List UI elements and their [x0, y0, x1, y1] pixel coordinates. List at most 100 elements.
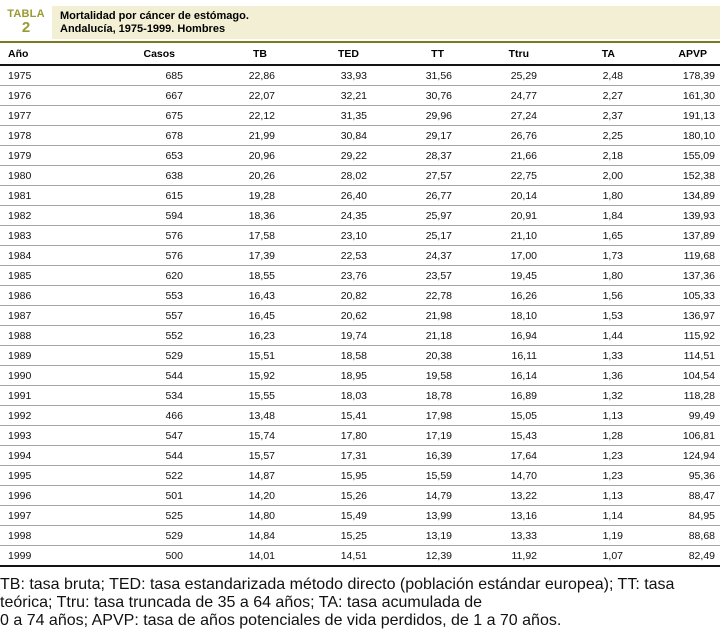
value-cell: 25,17 — [425, 229, 452, 242]
year-cell: 1990 — [8, 369, 32, 382]
value-cell: 137,36 — [682, 269, 715, 282]
value-cell: 23,76 — [340, 269, 367, 282]
value-cell: 27,57 — [425, 169, 452, 182]
year-cell: 1983 — [8, 229, 32, 242]
value-cell: 13,16 — [510, 509, 537, 522]
value-cell: 99,49 — [688, 409, 715, 422]
value-cell: 13,33 — [510, 529, 537, 542]
table-row: 1983 576 17,58 23,10 25,17 21,10 1,65 137,89 — [0, 226, 720, 246]
value-cell: 118,28 — [683, 389, 715, 402]
value-cell: 15,43 — [510, 429, 537, 442]
value-cell: 1,53 — [602, 309, 623, 322]
year-cell: 1982 — [8, 209, 32, 222]
value-cell: 1,32 — [602, 389, 623, 402]
year-cell: 1987 — [8, 309, 32, 322]
value-cell: 20,96 — [248, 149, 275, 162]
value-cell: 152,38 — [682, 169, 715, 182]
value-cell: 155,09 — [682, 149, 715, 162]
table-row: 1994 544 15,57 17,31 16,39 17,64 1,23 124,94 — [0, 446, 720, 466]
table-row: 1999 500 14,01 14,51 12,39 11,92 1,07 82,49 — [0, 546, 720, 567]
value-cell: 21,10 — [510, 229, 537, 242]
value-cell: 529 — [165, 529, 183, 542]
value-cell: 14,87 — [248, 469, 275, 482]
year-cell: 1989 — [8, 349, 32, 362]
value-cell: 675 — [165, 109, 183, 122]
value-cell: 24,35 — [340, 209, 367, 222]
value-cell: 21,98 — [425, 309, 452, 322]
value-cell: 19,45 — [510, 269, 537, 282]
value-cell: 21,66 — [510, 149, 537, 162]
year-cell: 1977 — [8, 109, 32, 122]
value-cell: 17,64 — [510, 449, 537, 462]
year-cell: 1996 — [8, 489, 32, 502]
year-cell: 1995 — [8, 469, 32, 482]
table-row: 1984 576 17,39 22,53 24,37 17,00 1,73 119,68 — [0, 246, 720, 266]
value-cell: 13,22 — [510, 489, 537, 502]
value-cell: 178,39 — [682, 69, 715, 82]
table-row: 1995 522 14,87 15,95 15,59 14,70 1,23 95,36 — [0, 466, 720, 486]
value-cell: 653 — [165, 149, 183, 162]
mortality-table: Año Casos TB TED TT Ttru TA APVP 1975 685 22,86 33… — [0, 44, 720, 567]
value-cell: 25,29 — [510, 69, 537, 82]
value-cell: 106,81 — [682, 429, 715, 442]
value-cell: 16,94 — [510, 329, 537, 342]
header-row: Año Casos TB TED TT Ttru TA APVP — [0, 44, 720, 65]
value-cell: 84,95 — [688, 509, 715, 522]
value-cell: 15,49 — [340, 509, 367, 522]
value-cell: 114,51 — [683, 349, 715, 362]
value-cell: 1,80 — [602, 189, 623, 202]
value-cell: 30,76 — [425, 89, 452, 102]
value-cell: 20,14 — [510, 189, 537, 202]
value-cell: 544 — [165, 369, 183, 382]
value-cell: 14,51 — [340, 549, 367, 562]
value-cell: 525 — [165, 509, 183, 522]
column-header: Año — [8, 48, 29, 60]
value-cell: 26,76 — [510, 129, 537, 142]
value-cell: 501 — [165, 489, 183, 502]
table-row: 1986 553 16,43 20,82 22,78 16,26 1,56 105,33 — [0, 286, 720, 306]
footnote-line2: 0 a 74 años; APVP: tasa de años potencia… — [0, 612, 562, 629]
value-cell: 594 — [165, 209, 183, 222]
table-row: 1977 675 22,12 31,35 29,96 27,24 2,37 191,13 — [0, 106, 720, 126]
value-cell: 19,58 — [425, 369, 452, 382]
value-cell: 82,49 — [688, 549, 715, 562]
value-cell: 16,45 — [248, 309, 275, 322]
value-cell: 17,58 — [248, 229, 275, 242]
value-cell: 134,89 — [682, 189, 715, 202]
table-title-line2: Andalucía, 1975-1999. Hombres — [60, 23, 226, 35]
year-cell: 1978 — [8, 129, 32, 142]
year-cell: 1997 — [8, 509, 32, 522]
value-cell: 1,19 — [602, 529, 623, 542]
value-cell: 552 — [165, 329, 183, 342]
value-cell: 15,95 — [340, 469, 367, 482]
value-cell: 615 — [165, 189, 183, 202]
table-label-kind: TABLA — [7, 7, 45, 20]
value-cell: 28,02 — [340, 169, 367, 182]
column-header: Ttru — [508, 48, 529, 60]
value-cell: 15,41 — [340, 409, 367, 422]
value-cell: 15,51 — [248, 349, 275, 362]
value-cell: 534 — [165, 389, 183, 402]
value-cell: 19,74 — [340, 329, 367, 342]
value-cell: 22,86 — [248, 69, 275, 82]
column-header: TT — [431, 48, 444, 60]
value-cell: 576 — [165, 229, 183, 242]
value-cell: 16,39 — [425, 449, 452, 462]
value-cell: 1,56 — [602, 289, 623, 302]
value-cell: 1,44 — [602, 329, 623, 342]
value-cell: 88,68 — [688, 529, 715, 542]
table-row: 1992 466 13,48 15,41 17,98 15,05 1,13 99,49 — [0, 406, 720, 426]
value-cell: 25,97 — [425, 209, 452, 222]
value-cell: 21,99 — [248, 129, 275, 142]
value-cell: 15,05 — [510, 409, 537, 422]
year-cell: 1992 — [8, 409, 32, 422]
value-cell: 1,07 — [602, 549, 623, 562]
year-cell: 1981 — [8, 189, 32, 202]
value-cell: 95,36 — [688, 469, 715, 482]
value-cell: 14,20 — [248, 489, 275, 502]
value-cell: 20,26 — [248, 169, 275, 182]
value-cell: 1,23 — [602, 469, 623, 482]
value-cell: 18,95 — [340, 369, 367, 382]
value-cell: 576 — [165, 249, 183, 262]
value-cell: 1,28 — [602, 429, 623, 442]
